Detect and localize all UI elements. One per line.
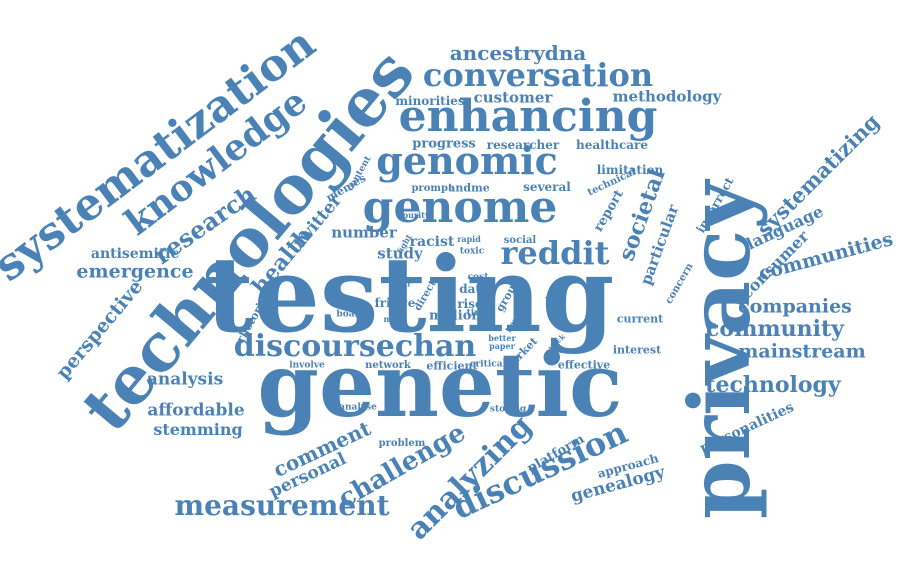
word-current: current: [616, 312, 664, 326]
word-antisemitic: antisemitic: [90, 246, 180, 262]
word-addr: addr: [392, 279, 412, 289]
word-efficient: efficient: [426, 359, 478, 373]
word-emergence: emergence: [76, 260, 194, 283]
word-customer: customer: [473, 88, 553, 107]
word-community: community: [706, 316, 844, 342]
word-network: network: [365, 360, 411, 371]
word-problem: problem: [378, 438, 426, 449]
word-more: more: [383, 314, 407, 324]
word-reddit: reddit: [500, 234, 610, 272]
word-genomic: genomic: [376, 138, 558, 183]
word-interest: interest: [612, 343, 662, 357]
word-analyse: analyse: [339, 402, 377, 413]
word-better: better: [488, 333, 516, 343]
word-effective: effective: [557, 358, 611, 372]
word-rise: rise: [457, 297, 483, 311]
word-discoursechan: discoursechan: [233, 329, 477, 364]
word-involve: involve: [289, 360, 325, 371]
word-limitation: limitation: [596, 163, 664, 177]
word-prompt: prompt: [411, 183, 453, 194]
word-genome: genome: [362, 182, 558, 233]
word-storing: storing: [489, 404, 527, 415]
word-cost: cost: [467, 272, 489, 283]
word-stemming: stemming: [153, 420, 243, 439]
word-conversation: conversation: [422, 56, 654, 94]
word-fringe: fringe: [374, 296, 416, 310]
word-several: several: [523, 180, 571, 194]
word-ancestrydna: ancestrydna: [449, 41, 587, 65]
word-million: million: [429, 308, 481, 324]
word-progress: progress: [412, 136, 476, 152]
word-researcher: researcher: [486, 138, 560, 152]
word-testing: testing: [205, 233, 615, 356]
word-paper: paper: [489, 341, 515, 351]
word-companies: companies: [738, 295, 852, 318]
word-purity: purity: [402, 210, 430, 220]
word-technology: technology: [705, 372, 841, 398]
word-andme: andme: [448, 181, 490, 195]
word-racist: racist: [409, 234, 455, 250]
word-minorities: minorities: [395, 94, 465, 108]
word-number: number: [331, 223, 397, 242]
word-measurement: measurement: [174, 489, 390, 522]
word-healthcare: healthcare: [576, 138, 648, 152]
word-board: board: [336, 309, 366, 320]
word-analysis: analysis: [146, 369, 224, 390]
word-toxic: toxic: [459, 246, 485, 257]
word-genetic: genetic: [257, 333, 623, 437]
word-time: time: [466, 308, 490, 319]
word-mainstream: mainstream: [738, 340, 866, 363]
word-data: data: [459, 282, 489, 296]
word-affordable: affordable: [147, 400, 245, 421]
word-social: social: [503, 235, 537, 246]
word-methodology: methodology: [612, 87, 722, 106]
word-rapid: rapid: [457, 234, 481, 244]
word-critical: critical: [470, 359, 506, 370]
word-study: study: [377, 244, 423, 263]
word-enhancing: enhancing: [398, 91, 658, 142]
